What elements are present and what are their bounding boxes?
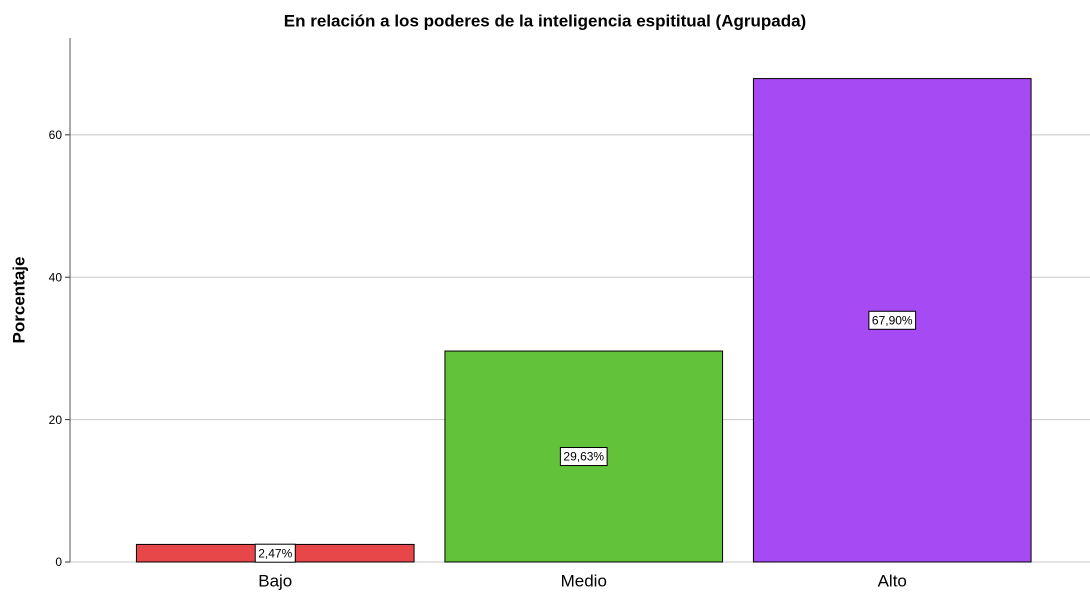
y-axis-label: Porcentaje	[9, 257, 28, 344]
data-label: 67,90%	[872, 313, 913, 327]
x-tick-label: Medio	[561, 571, 607, 590]
y-tick-label: 40	[49, 270, 63, 284]
data-label-box	[868, 310, 917, 330]
x-tick-label: Alto	[878, 571, 907, 590]
y-tick-label: 20	[49, 413, 63, 427]
y-tick-label: 60	[49, 128, 63, 142]
data-label-box	[559, 447, 608, 467]
data-label: 2,47%	[258, 546, 292, 560]
chart-title: En relación a los poderes de la intelige…	[284, 11, 806, 30]
y-tick-label: 0	[55, 555, 62, 569]
data-label-box	[254, 543, 296, 563]
x-tick-label: Bajo	[258, 571, 292, 590]
data-label: 29,63%	[563, 450, 604, 464]
